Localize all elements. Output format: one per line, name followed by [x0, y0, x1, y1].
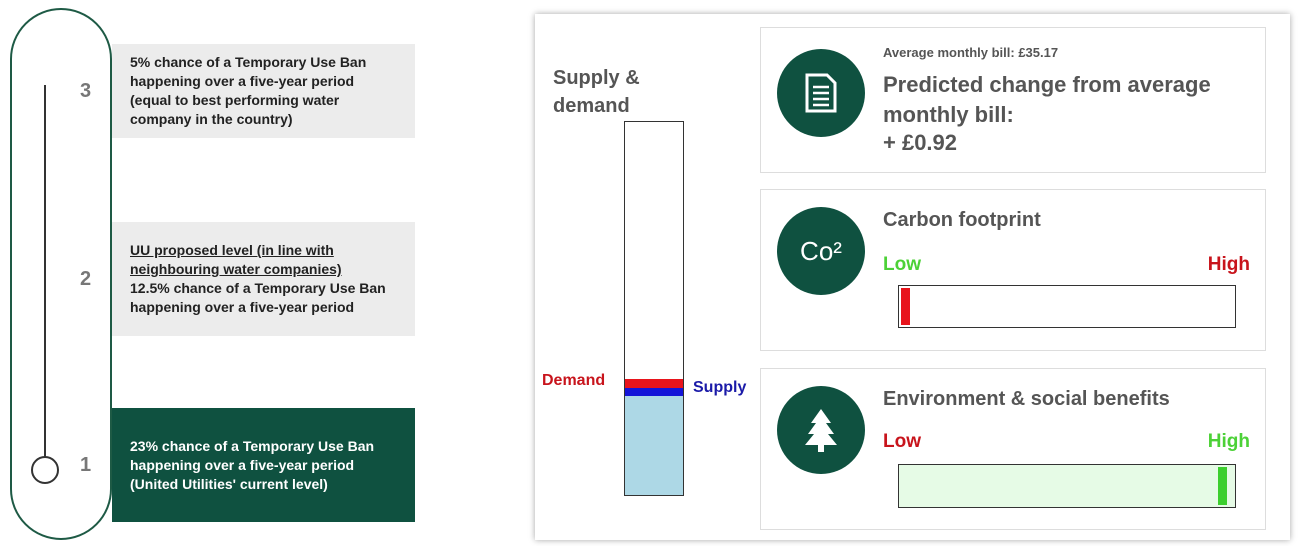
bill-card: Average monthly bill: £35.17 Predicted c… [760, 27, 1266, 173]
environment-icon [777, 386, 865, 474]
level-number[interactable]: 3 [80, 80, 92, 102]
bill-heading: Predicted change from average monthly bi… [883, 72, 1211, 127]
level-heading: UU proposed level (in line with neighbou… [130, 242, 342, 277]
demand-band [625, 379, 683, 388]
supply-band [625, 388, 683, 396]
bill-icon [777, 49, 865, 137]
supply-label: Supply [693, 379, 747, 396]
supply-demand-title: Supply & demand [553, 67, 640, 117]
carbon-icon-text: Co² [800, 235, 842, 266]
document-icon [805, 73, 837, 113]
environment-gauge [898, 464, 1236, 508]
water [625, 396, 683, 495]
carbon-title: Carbon footprint [883, 209, 1041, 231]
gauge-marker [901, 288, 910, 325]
level-number[interactable]: 2 [80, 268, 92, 290]
slider-line [44, 85, 46, 457]
level-box[interactable]: 23% chance of a Temporary Use Ban happen… [112, 408, 415, 522]
level-text: 23% chance of a Temporary Use Ban happen… [130, 437, 375, 492]
level-text: 5% chance of a Temporary Use Ban happeni… [130, 54, 367, 127]
slider-handle[interactable] [31, 456, 59, 484]
low-label: Low [883, 431, 921, 452]
demand-label: Demand [542, 372, 606, 389]
average-bill: Average monthly bill: £35.17 [883, 45, 1059, 60]
level-box[interactable]: UU proposed level (in line with neighbou… [112, 222, 415, 336]
high-label: High [1207, 254, 1250, 275]
bill-change: + £0.92 [883, 130, 958, 155]
gauge-marker [1218, 467, 1227, 505]
low-label: Low [883, 254, 921, 275]
environment-title: Environment & social benefits [883, 388, 1170, 410]
level-box[interactable]: 5% chance of a Temporary Use Ban happeni… [112, 44, 415, 138]
tree-icon [805, 409, 837, 452]
environment-card: Environment & social benefits Low High [760, 368, 1266, 530]
slider-track [10, 8, 112, 540]
level-text: 12.5% chance of a Temporary Use Ban happ… [130, 280, 386, 315]
high-label: High [1207, 431, 1250, 452]
carbon-gauge [898, 285, 1236, 328]
carbon-icon: Co² [777, 207, 865, 295]
carbon-card: Co² Carbon footprint Low High [760, 189, 1266, 351]
tube [624, 121, 684, 496]
level-number[interactable]: 1 [80, 454, 92, 476]
